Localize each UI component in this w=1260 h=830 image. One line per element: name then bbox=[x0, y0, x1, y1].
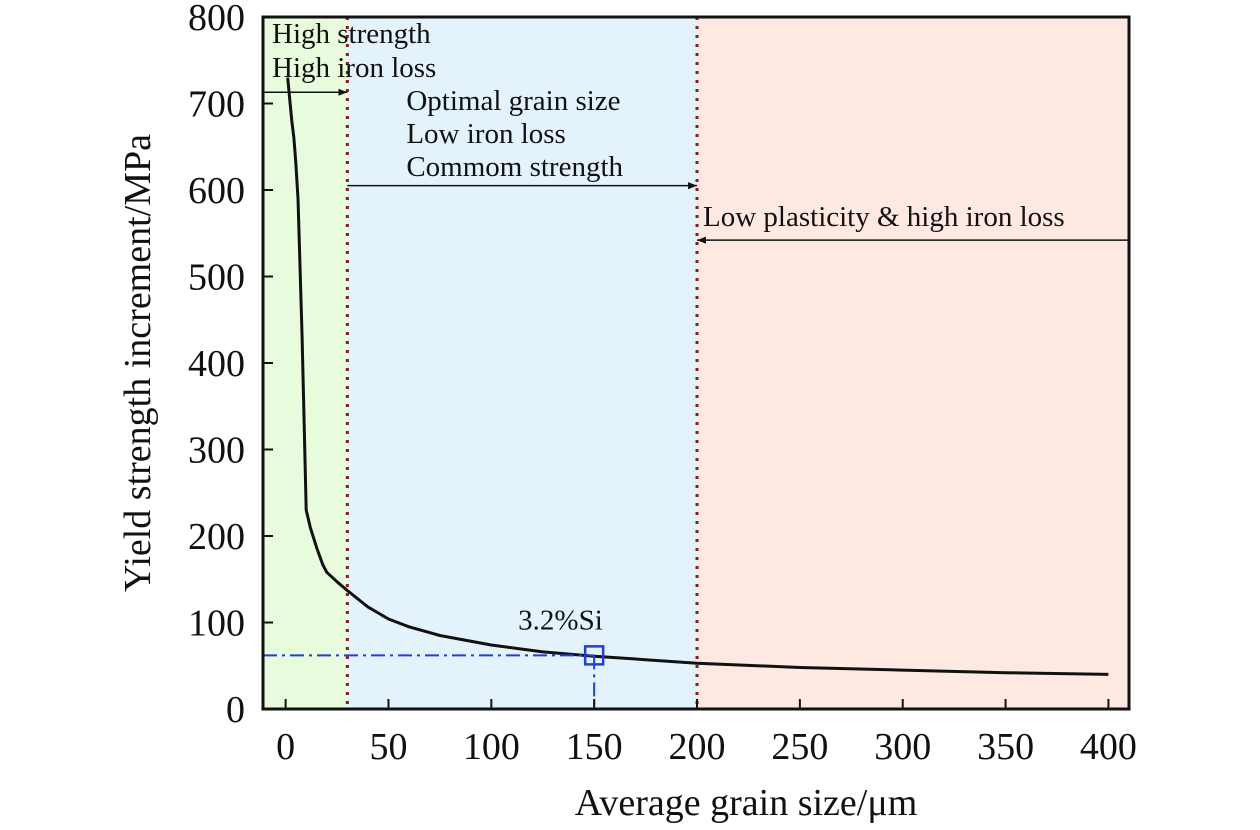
x-tick-label: 50 bbox=[369, 726, 407, 768]
y-tick-label: 800 bbox=[188, 0, 245, 39]
x-tick-label: 100 bbox=[463, 726, 520, 768]
region-backgrounds bbox=[263, 17, 1129, 709]
y-tick-label: 200 bbox=[188, 516, 245, 558]
y-tick-label: 600 bbox=[188, 170, 245, 212]
y-tick-label: 0 bbox=[226, 689, 245, 731]
x-tick-label: 0 bbox=[276, 726, 295, 768]
y-axis-ticks: 0 100 200 300 400 500 600 700 800 bbox=[188, 0, 273, 731]
annotation-text: Commom strength bbox=[406, 151, 623, 183]
x-tick-label: 300 bbox=[874, 726, 931, 768]
y-tick-label: 300 bbox=[188, 430, 245, 472]
x-tick-label: 350 bbox=[977, 726, 1034, 768]
marker-square bbox=[583, 645, 605, 666]
annotation-text: High strength bbox=[272, 18, 431, 50]
region-2 bbox=[347, 17, 698, 709]
series-line-1 bbox=[286, 77, 1109, 676]
region-boundaries bbox=[345, 17, 699, 709]
region-3 bbox=[697, 17, 1129, 709]
region-1 bbox=[263, 17, 348, 709]
series-layer bbox=[286, 77, 1109, 676]
y-tick-label: 100 bbox=[188, 603, 245, 645]
marker-layer: 3.2%Si bbox=[263, 604, 605, 709]
y-axis-title: Yield strength increment/MPa bbox=[117, 134, 159, 592]
x-tick-label: 150 bbox=[566, 726, 623, 768]
annotation-text: Low iron loss bbox=[406, 118, 566, 150]
x-axis-ticks: 0 50 100 150 200 250 300 350 400 bbox=[276, 699, 1137, 768]
annotation-text: Optimal grain size bbox=[406, 85, 620, 117]
x-tick-label: 400 bbox=[1080, 726, 1137, 768]
x-axis-title: Average grain size/μm bbox=[575, 782, 918, 824]
annotation-region3: Low plasticity & high iron loss bbox=[697, 201, 1129, 244]
annotation-text: High iron loss bbox=[272, 52, 436, 84]
marker-label: 3.2%Si bbox=[518, 604, 603, 636]
annotation-text: Low plasticity & high iron loss bbox=[703, 201, 1065, 233]
y-tick-label: 400 bbox=[188, 343, 245, 385]
y-tick-label: 500 bbox=[188, 257, 245, 299]
x-tick-label: 200 bbox=[669, 726, 726, 768]
x-tick-label: 250 bbox=[771, 726, 828, 768]
y-tick-label: 700 bbox=[188, 84, 245, 126]
